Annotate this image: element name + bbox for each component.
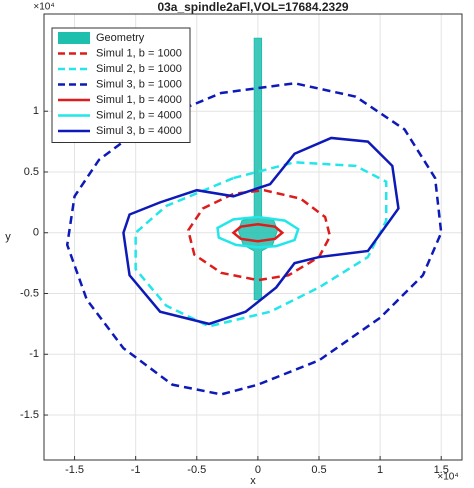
y-tick-label: 1 [33, 105, 39, 117]
x-label: x [250, 475, 256, 487]
legend-label: Simul 1, b = 1000 [96, 47, 182, 59]
x-tick-label: 1.5 [434, 464, 449, 476]
legend: Geometry Simul 1, b = 1000 Simul 2, b = 10… [51, 27, 191, 143]
contour [122, 136, 400, 326]
legend-label: Geometry [96, 32, 145, 44]
y-label: y [5, 231, 11, 243]
contour [231, 222, 285, 243]
chart-title: 03a_spindle2aFl,VOL=17684.2329 [157, 0, 348, 14]
contour [65, 82, 443, 396]
x-tick-label: 1 [377, 464, 383, 476]
legend-swatch [58, 32, 90, 44]
contour [216, 215, 300, 249]
legend-label: Simul 1, b = 4000 [96, 94, 182, 106]
x-tick-label: -1 [131, 464, 141, 476]
y-tick-label: -0.5 [20, 287, 39, 299]
x-exponent: ×10⁴ [437, 472, 458, 483]
x-tick-label: 0 [255, 464, 261, 476]
legend-label: Simul 2, b = 1000 [96, 63, 182, 75]
x-tick-label: -0.5 [187, 464, 206, 476]
contour [134, 161, 388, 328]
legend-label: Simul 2, b = 4000 [96, 109, 182, 121]
y-tick-label: 0 [33, 227, 39, 239]
y-exponent: ×10⁴ [33, 2, 54, 13]
legend-label: Simul 3, b = 4000 [96, 125, 182, 137]
y-tick-label: -1 [29, 348, 39, 360]
x-tick-label: -1.5 [65, 464, 84, 476]
contour [186, 188, 332, 282]
legend-label: Simul 3, b = 1000 [96, 78, 182, 90]
axes-box [43, 13, 463, 461]
y-tick-label: 0.5 [24, 166, 39, 178]
x-tick-label: 0.5 [311, 464, 326, 476]
y-tick-label: -1.5 [20, 409, 39, 421]
